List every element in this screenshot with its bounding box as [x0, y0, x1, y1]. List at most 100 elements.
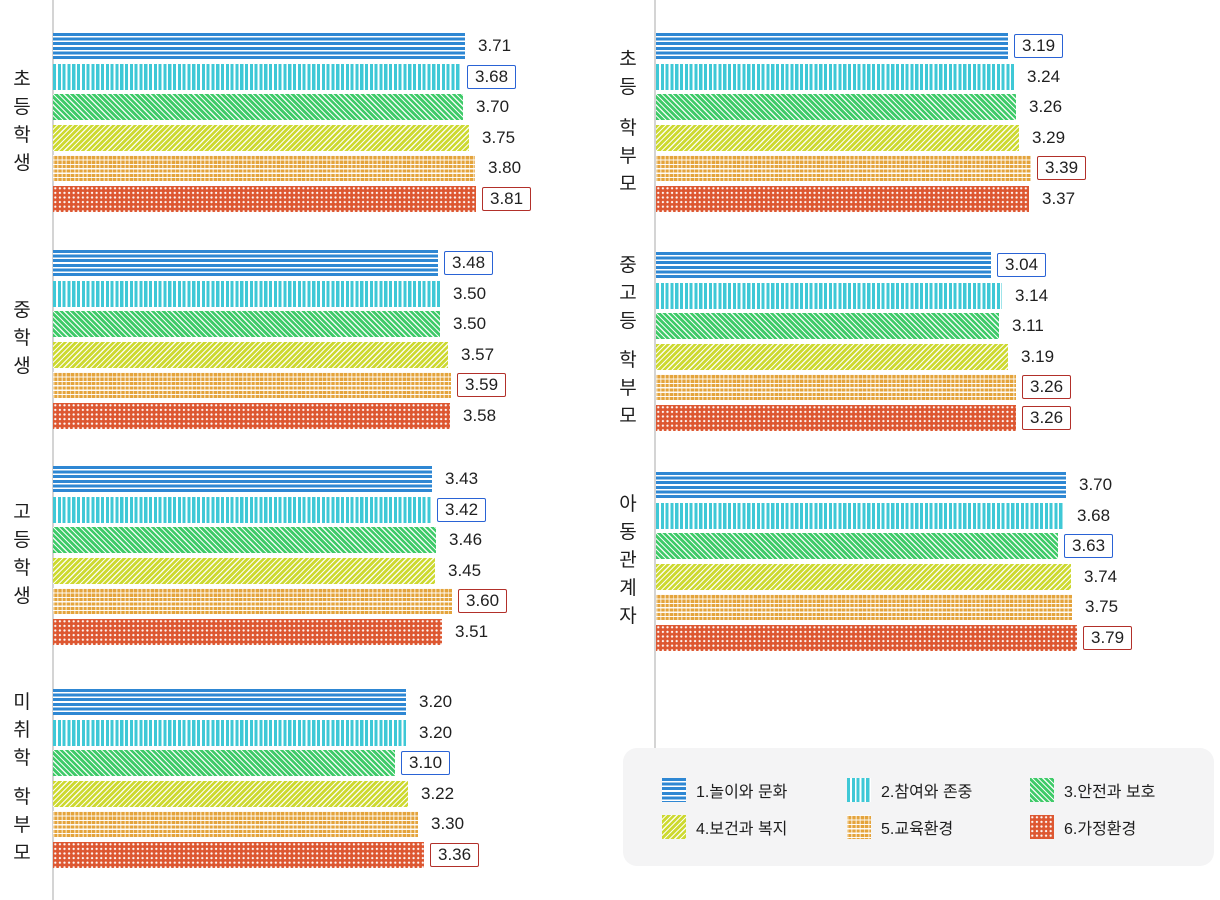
bar [53, 155, 475, 181]
group-label-char: 등 [619, 76, 637, 98]
bar [53, 33, 465, 59]
value-label-boxed: 3.26 [1022, 375, 1072, 399]
legend-label: 4.보건과 복지 [696, 821, 788, 838]
bar [53, 280, 440, 307]
group-label-char: 모 [13, 842, 31, 864]
group-label-char: 학 [13, 558, 31, 580]
value-label: 3.58 [463, 405, 497, 425]
bar-stack: 3.20 3.20 3.10 3.22 3.30 3.36 [53, 689, 480, 868]
bar-row: 3.74 [656, 563, 1132, 590]
value-label: 3.24 [1027, 66, 1061, 86]
value-label: 3.71 [478, 36, 512, 55]
value-label: 3.74 [1084, 566, 1118, 586]
bar-row: 3.81 [53, 185, 532, 212]
bar [656, 563, 1071, 590]
bar [656, 472, 1066, 498]
bar [53, 780, 408, 807]
group-label-char: 모 [619, 173, 637, 195]
bar [656, 63, 1014, 90]
bar-row: 3.24 [656, 63, 1086, 90]
legend-swatch [1030, 778, 1054, 802]
bar-row: 3.60 [53, 588, 508, 614]
value-label: 3.80 [488, 158, 522, 177]
bar [656, 343, 1008, 370]
bar-row: 3.30 [53, 811, 479, 837]
legend-swatch [662, 815, 686, 839]
bar-stack: 3.71 3.68 3.70 3.75 3.80 3.81 [53, 33, 532, 212]
value-label: 3.11 [1012, 316, 1044, 335]
value-label: 3.43 [445, 469, 479, 488]
legend-item: 3.안전과 보호 [1030, 778, 1155, 802]
bar-stack: 3.70 3.68 3.63 3.74 3.75 3.79 [656, 472, 1133, 651]
value-label: 3.22 [421, 783, 455, 803]
bar-row: 3.11 [656, 313, 1071, 339]
value-label-boxed: 3.36 [430, 842, 480, 867]
bar-row: 3.75 [656, 594, 1132, 620]
group-label-char: 학 [13, 748, 31, 769]
value-label: 3.29 [1032, 127, 1066, 147]
group-label-char: 학 [13, 125, 31, 147]
bar-stack: 3.04 3.14 3.11 3.19 3.26 3.26 [656, 252, 1072, 431]
bar-row: 3.26 [656, 374, 1072, 400]
chart-group: 초 등 학 부 모 3.19 3.24 3.26 3.29 3.39 3.37 [0, 33, 1220, 212]
bar [53, 63, 461, 90]
chart-group: 아 동 관 계 자 3.70 3.68 3.63 3.74 3.75 3.79 [0, 472, 1220, 651]
right-axis-line [653, 0, 656, 750]
bar-row: 3.36 [53, 841, 480, 868]
bar-row: 3.10 [53, 750, 479, 776]
bar [656, 533, 1058, 559]
chart-group: 고 등 학 생 3.43 3.42 3.46 3.45 3.60 3.51 [0, 466, 1220, 645]
value-label: 3.51 [455, 621, 489, 641]
group-label-char: 부 [619, 377, 637, 399]
group-label-char: 생 [13, 586, 31, 608]
bar [656, 185, 1029, 212]
bar [53, 618, 442, 645]
legend-swatch [1030, 815, 1054, 839]
bar [656, 33, 1008, 59]
bar-row: 3.50 [53, 311, 506, 337]
bar [53, 311, 440, 337]
chart-group: 미 취 학 학 부 모 3.20 3.20 3.10 3.22 3.30 3.36 [0, 689, 1220, 868]
value-label-boxed: 3.63 [1064, 534, 1114, 558]
value-label-boxed: 3.81 [482, 186, 532, 211]
bar [53, 841, 424, 868]
bar [656, 124, 1019, 151]
bar-row: 3.20 [53, 719, 479, 746]
value-label-boxed: 3.59 [457, 373, 507, 397]
value-label: 3.46 [449, 530, 483, 549]
bar-row: 3.68 [53, 63, 531, 90]
bar-row: 3.63 [656, 533, 1132, 559]
legend-label: 2.참여와 존중 [881, 784, 973, 801]
value-label: 3.68 [1077, 505, 1111, 525]
group-label-char: 학 [619, 117, 637, 139]
value-label: 3.75 [482, 127, 516, 147]
legend-panel: 1.놀이와 문화 2.참여와 존중 3.안전과 보호 4.보건과 복지 5.교육환경 6.… [623, 748, 1214, 866]
legend-item: 4.보건과 복지 [662, 815, 787, 839]
bar-row: 3.29 [656, 124, 1086, 151]
bar-row: 3.75 [53, 124, 531, 151]
bar-row: 3.04 [656, 252, 1071, 278]
bar [656, 155, 1031, 181]
bar-row: 3.45 [53, 557, 507, 584]
legend-label: 5.교육환경 [881, 821, 954, 838]
group-label-char: 부 [619, 145, 637, 167]
bar-row: 3.79 [656, 624, 1133, 651]
value-label-boxed: 3.04 [997, 253, 1047, 277]
bar [656, 313, 999, 339]
value-label: 3.14 [1015, 285, 1049, 305]
value-label: 3.19 [1021, 346, 1055, 366]
bar-row: 3.58 [53, 402, 506, 429]
group-label-char: 생 [13, 153, 31, 175]
bar-row: 3.46 [53, 527, 507, 553]
group-label-char: 초 [619, 48, 637, 70]
value-label: 3.50 [453, 314, 487, 333]
bar [656, 594, 1072, 620]
value-label: 3.70 [1079, 475, 1113, 494]
group-label-char: 고 [13, 502, 31, 524]
group-label-char: 계 [619, 578, 637, 600]
bar-row: 3.59 [53, 372, 507, 398]
